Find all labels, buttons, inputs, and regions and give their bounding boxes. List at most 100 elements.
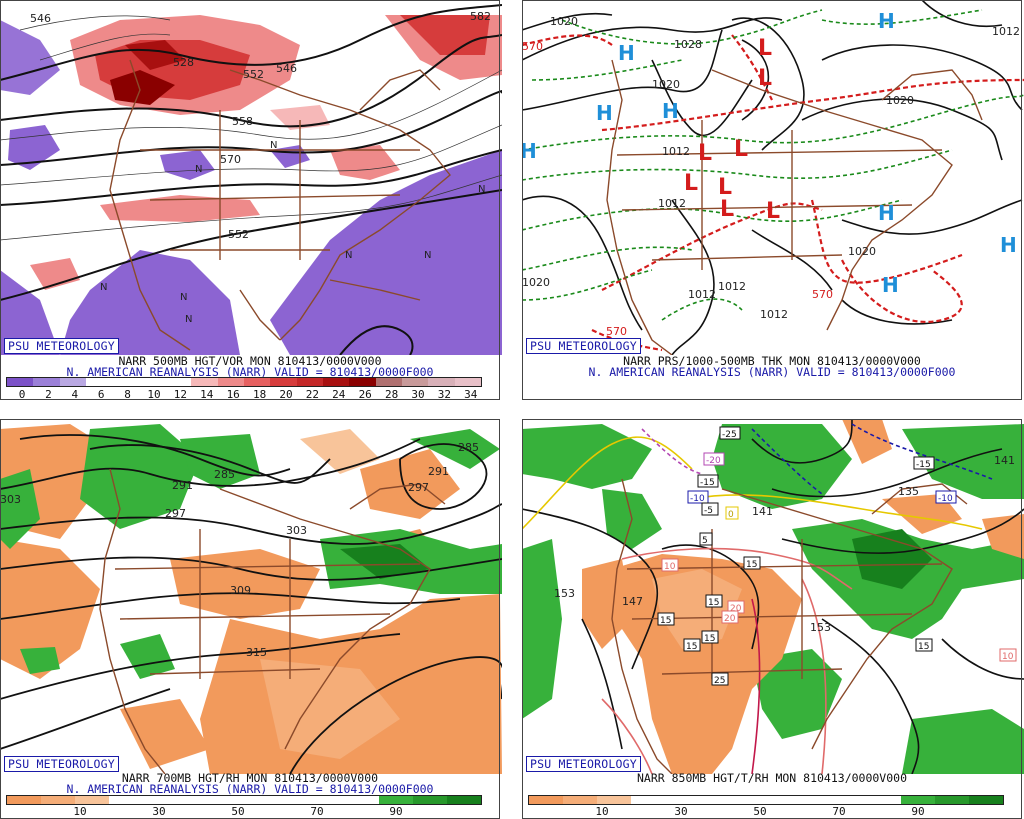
panel-pressure-thickness: 1020 1028 1020 1012 1012 1012 1012 1020 1012 1… bbox=[522, 0, 1024, 400]
svg-text:L: L bbox=[718, 175, 732, 200]
rh700-title: NARR 700MB HGT/RH MON 810413/0000V000 bbox=[121, 771, 379, 785]
svg-text:1012: 1012 bbox=[760, 308, 788, 321]
colorbar-tick-label: 24 bbox=[332, 388, 346, 401]
colorbar-swatch bbox=[40, 796, 75, 804]
colorbar-tick-label: 8 bbox=[124, 388, 131, 401]
svg-text:H: H bbox=[662, 99, 679, 123]
colorbar-swatch bbox=[142, 796, 177, 804]
svg-text:L: L bbox=[720, 197, 734, 222]
colorbar-tick-label: 16 bbox=[226, 388, 240, 401]
colorbar-swatch bbox=[59, 378, 86, 386]
svg-text:L: L bbox=[758, 36, 772, 61]
colorbar-swatch bbox=[296, 378, 323, 386]
svg-text:297: 297 bbox=[408, 481, 429, 494]
colorbar-swatch bbox=[7, 378, 34, 386]
colorbar-tick-label: 20 bbox=[279, 388, 293, 401]
vorticity-colorbar bbox=[6, 377, 482, 387]
svg-text:570: 570 bbox=[606, 325, 627, 338]
pressure-title: NARR PRS/1000-500MB THK MON 810413/0000V… bbox=[623, 354, 921, 368]
svg-text:L: L bbox=[684, 171, 698, 196]
svg-text:141: 141 bbox=[994, 454, 1015, 467]
rh700-valid-line: N. AMERICAN REANALYSIS (NARR) VALID = 81… bbox=[66, 782, 434, 796]
colorbar-tick-label: 12 bbox=[173, 388, 188, 401]
svg-text:546: 546 bbox=[276, 62, 297, 75]
svg-text:291: 291 bbox=[428, 465, 449, 478]
svg-text:552: 552 bbox=[243, 68, 264, 81]
svg-text:15: 15 bbox=[704, 634, 715, 644]
svg-text:H: H bbox=[522, 139, 537, 163]
colorbar-swatch bbox=[108, 796, 143, 804]
colorbar-swatch bbox=[529, 796, 563, 804]
colorbar-tick-label: 26 bbox=[358, 388, 372, 401]
colorbar-tick-label: 0 bbox=[18, 388, 26, 401]
svg-text:153: 153 bbox=[810, 621, 831, 634]
colorbar-swatch bbox=[270, 378, 297, 386]
colorbar-tick-label: 34 bbox=[464, 388, 478, 401]
colorbar-swatch bbox=[447, 796, 482, 804]
svg-text:H: H bbox=[878, 201, 895, 225]
psu-meteorology-badge: PSU METEOROLOGY bbox=[526, 338, 641, 354]
svg-text:570: 570 bbox=[812, 288, 833, 301]
colorbar-swatch bbox=[630, 796, 665, 804]
colorbar-tick-label: 10 bbox=[595, 805, 609, 818]
svg-text:285: 285 bbox=[214, 468, 235, 481]
colorbar-tick-label: 30 bbox=[674, 805, 688, 818]
t850-colorbar bbox=[528, 795, 1004, 805]
svg-text:1020: 1020 bbox=[652, 78, 680, 91]
colorbar-swatch bbox=[7, 796, 41, 804]
colorbar-swatch bbox=[375, 378, 402, 386]
rh700-colorbar bbox=[6, 795, 482, 805]
svg-text:N: N bbox=[345, 250, 352, 261]
colorbar-tick-label: 50 bbox=[231, 805, 245, 818]
colorbar-swatch bbox=[244, 796, 278, 804]
svg-text:20: 20 bbox=[724, 614, 736, 624]
svg-text:1012: 1012 bbox=[992, 25, 1020, 38]
svg-text:-10: -10 bbox=[938, 494, 953, 504]
vorticity-colorbar-ticks: 0 2 4 6 8 10 12 14 16 18 20 22 24 26 28 30 32 34 bbox=[0, 389, 500, 401]
colorbar-tick-label: 30 bbox=[411, 388, 425, 401]
colorbar-swatch bbox=[732, 796, 767, 804]
colorbar-swatch bbox=[698, 796, 733, 804]
panel-700mb-rh: 303 291 285 297 285 291 297 303 309 315 PSU ME… bbox=[0, 419, 502, 819]
vorticity-title: NARR 500MB HGT/VOR MON 810413/0000V000 bbox=[118, 354, 382, 368]
svg-text:1020: 1020 bbox=[550, 15, 578, 28]
colorbar-tick-label: 14 bbox=[200, 388, 214, 401]
colorbar-swatch bbox=[413, 796, 448, 804]
svg-text:1012: 1012 bbox=[658, 197, 686, 210]
t850-title: NARR 850MB HGT/T/RH MON 810413/0000V000 bbox=[636, 771, 908, 785]
svg-text:1012: 1012 bbox=[662, 145, 690, 158]
colorbar-swatch bbox=[428, 378, 455, 386]
svg-text:N: N bbox=[195, 164, 202, 175]
svg-text:15: 15 bbox=[918, 642, 929, 652]
svg-text:L: L bbox=[698, 141, 712, 166]
colorbar-swatch bbox=[799, 796, 834, 804]
svg-text:1020: 1020 bbox=[848, 245, 876, 258]
svg-text:1020: 1020 bbox=[886, 94, 914, 107]
svg-text:309: 309 bbox=[230, 584, 251, 597]
colorbar-swatch bbox=[311, 796, 346, 804]
svg-text:153: 153 bbox=[554, 587, 575, 600]
svg-text:N: N bbox=[270, 140, 277, 151]
svg-text:1028: 1028 bbox=[674, 38, 702, 51]
colorbar-swatch bbox=[901, 796, 936, 804]
colorbar-swatch bbox=[217, 378, 244, 386]
colorbar-swatch bbox=[969, 796, 1004, 804]
psu-meteorology-badge: PSU METEOROLOGY bbox=[526, 756, 641, 772]
svg-text:303: 303 bbox=[0, 493, 21, 506]
svg-text:-25: -25 bbox=[722, 430, 737, 440]
svg-text:H: H bbox=[596, 101, 613, 125]
svg-text:L: L bbox=[734, 137, 748, 162]
colorbar-swatch bbox=[867, 796, 902, 804]
svg-text:H: H bbox=[878, 9, 895, 33]
colorbar-swatch bbox=[766, 796, 800, 804]
colorbar-tick-label: 70 bbox=[832, 805, 846, 818]
svg-text:-15: -15 bbox=[700, 478, 715, 488]
svg-text:20: 20 bbox=[730, 604, 742, 614]
svg-text:546: 546 bbox=[30, 12, 51, 25]
colorbar-swatch bbox=[85, 378, 113, 386]
svg-text:570: 570 bbox=[220, 153, 241, 166]
rh700-map: 303 291 285 297 285 291 297 303 309 315 bbox=[0, 419, 502, 774]
